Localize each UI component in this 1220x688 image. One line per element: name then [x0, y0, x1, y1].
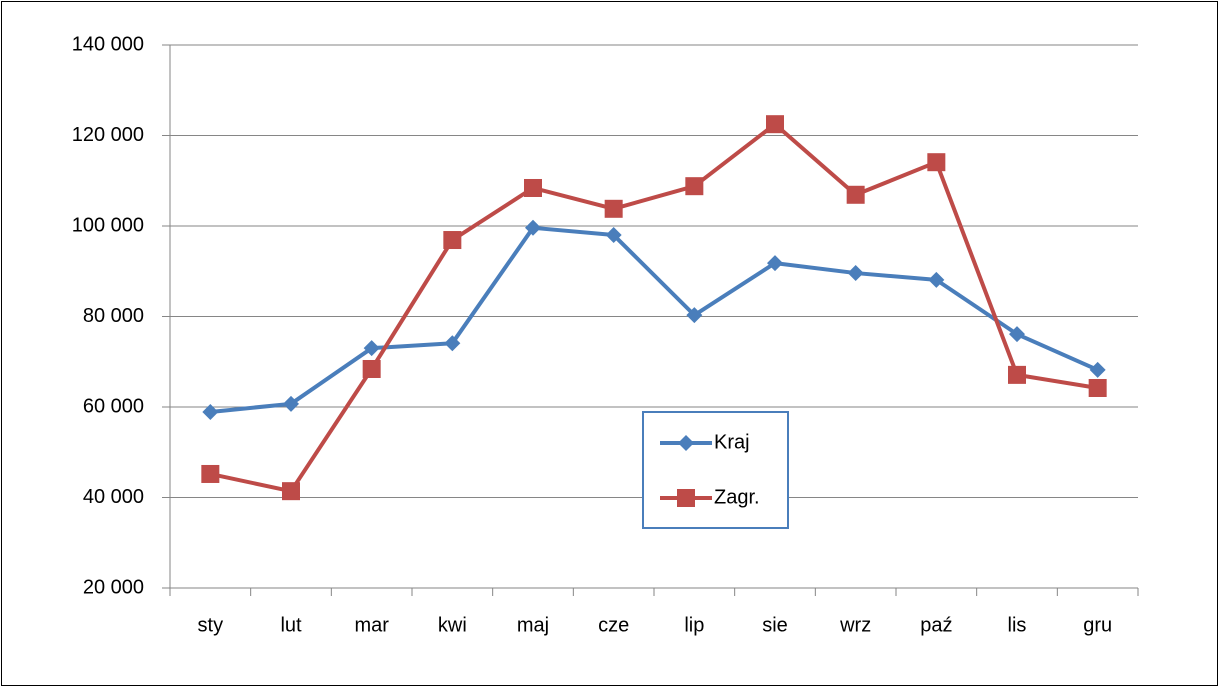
legend-label: Zagr. — [714, 486, 760, 508]
legend-marker — [677, 489, 695, 507]
data-point — [846, 185, 865, 204]
data-point — [202, 403, 219, 420]
x-tick-label: maj — [517, 614, 549, 636]
data-point — [927, 153, 946, 172]
data-point — [282, 482, 300, 501]
x-tick-label: paź — [920, 614, 952, 636]
data-point — [1088, 378, 1107, 397]
y-tick-label: 120 000 — [72, 124, 144, 146]
x-tick-label: wrz — [839, 614, 871, 636]
data-point — [362, 359, 381, 378]
data-point — [928, 271, 945, 288]
data-point — [1008, 365, 1026, 384]
legend-label: Kraj — [714, 431, 750, 453]
series-line — [209, 122, 1098, 494]
y-tick-label: 60 000 — [83, 395, 144, 417]
series-line — [210, 225, 1099, 414]
y-tick-label: 20 000 — [83, 576, 144, 598]
data-point — [766, 115, 784, 134]
data-point — [685, 177, 704, 196]
x-tick-label: sie — [762, 614, 788, 636]
x-tick-label: gru — [1083, 614, 1112, 636]
data-point — [283, 395, 299, 412]
x-tick-label: lip — [684, 614, 704, 636]
x-tick-label: lis — [1008, 614, 1027, 636]
x-tick-label: sty — [198, 614, 224, 636]
data-point — [363, 340, 380, 357]
data-point — [443, 231, 462, 250]
y-tick-label: 140 000 — [72, 33, 144, 55]
data-point — [686, 307, 703, 324]
data-point — [524, 178, 542, 197]
x-tick-label: kwi — [438, 614, 467, 636]
data-point — [1089, 361, 1106, 378]
x-tick-label: cze — [598, 614, 629, 636]
x-tick-label: mar — [354, 614, 389, 636]
y-tick-label: 100 000 — [72, 214, 144, 236]
data-point — [847, 265, 864, 282]
data-point — [525, 219, 541, 236]
legend-box — [642, 411, 789, 529]
y-tick-label: 80 000 — [83, 305, 144, 327]
y-tick-label: 40 000 — [83, 486, 144, 508]
legend-marker — [678, 435, 694, 451]
data-point — [1009, 326, 1025, 343]
x-tick-label: lut — [280, 614, 302, 636]
data-point — [604, 199, 623, 218]
data-point — [605, 227, 622, 244]
data-point — [444, 335, 461, 352]
data-point — [201, 464, 220, 483]
data-point — [767, 255, 783, 272]
